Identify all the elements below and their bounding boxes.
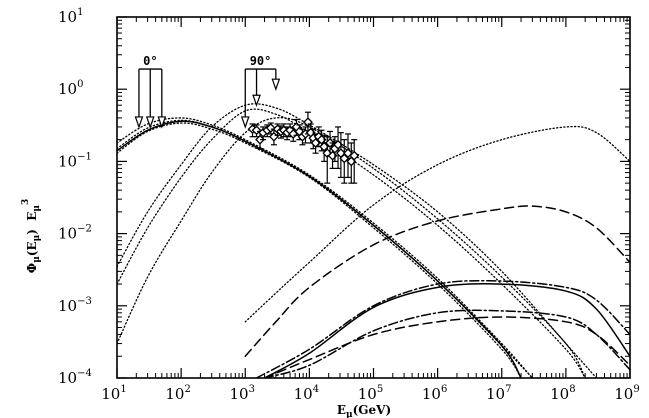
- series-line-dotted: [117, 103, 598, 378]
- y-tick-exp: −1: [77, 151, 92, 162]
- y-tick-label: 10−1: [58, 151, 92, 170]
- x-tick-base: 10: [550, 385, 569, 403]
- angle-annotations: 0° 90°: [134, 54, 281, 129]
- model-curves: [117, 103, 630, 378]
- x-tick-base: 10: [614, 385, 633, 403]
- y-tick-base: 10: [58, 152, 77, 170]
- y-axis-title-sub1: μ: [32, 256, 42, 263]
- y-tick-label: 101: [58, 7, 83, 26]
- plot-frame: [116, 16, 631, 379]
- y-tick-label: 10−3: [58, 296, 92, 315]
- annotation-arrowhead: [145, 116, 155, 129]
- x-tick-exp: 3: [249, 384, 255, 395]
- y-tick-exp: 0: [77, 79, 83, 90]
- x-tick-label: 101: [101, 384, 126, 403]
- x-tick-base: 10: [422, 385, 441, 403]
- x-tick-label: 104: [294, 384, 319, 403]
- y-tick-label: 10−4: [58, 368, 92, 387]
- x-tick-label: 109: [614, 384, 639, 403]
- x-tick-exp: 2: [184, 384, 190, 395]
- y-tick-base: 10: [58, 8, 77, 26]
- x-tick-exp: 9: [633, 384, 639, 395]
- series-line-dashdot: [255, 279, 630, 378]
- x-tick-exp: 5: [377, 384, 383, 395]
- x-tick-label: 107: [486, 384, 511, 403]
- y-axis-title-post: ) E: [25, 212, 39, 235]
- x-tick-base: 10: [486, 385, 505, 403]
- y-tick-base: 10: [58, 225, 77, 243]
- x-tick-exp: 8: [569, 384, 575, 395]
- x-tick-label: 103: [230, 384, 255, 403]
- y-axis-title-mid: (E: [25, 241, 39, 256]
- x-tick-base: 10: [294, 385, 313, 403]
- x-axis-title-main: E: [337, 403, 346, 417]
- y-axis-title-pre: Φ: [25, 263, 39, 273]
- x-axis-ticks: 101 102 103 104 105 106 107 108 109: [101, 17, 640, 403]
- annotation-arrowhead: [271, 78, 281, 92]
- annotation-arrowhead: [134, 116, 144, 129]
- x-tick-exp: 4: [313, 384, 319, 395]
- x-axis-title-sub: μ: [346, 410, 353, 418]
- annotation-label: 0°: [143, 54, 157, 68]
- annotation-arrowhead: [252, 94, 261, 108]
- x-tick-label: 102: [165, 384, 190, 403]
- data-point: [251, 125, 262, 136]
- y-axis-title-sub3: μ: [32, 205, 42, 212]
- series-line-dashed: [244, 205, 630, 358]
- data-point: [303, 117, 313, 128]
- y-tick-label: 10−2: [58, 224, 92, 243]
- y-tick-base: 10: [58, 80, 77, 98]
- data-point: [265, 123, 276, 133]
- x-tick-base: 10: [230, 385, 249, 403]
- annotation-arrowhead: [240, 116, 250, 129]
- y-tick-exp: −3: [77, 296, 92, 307]
- y-tick-base: 10: [58, 297, 77, 315]
- data-point: [349, 150, 360, 161]
- y-axis-title-sub2: μ: [32, 234, 42, 241]
- x-tick-base: 10: [101, 385, 120, 403]
- measurement-points: [247, 111, 360, 184]
- x-tick-exp: 1: [120, 384, 126, 395]
- y-tick-exp: −2: [77, 224, 92, 235]
- series-line-dotted: [117, 117, 533, 378]
- x-axis-title: Eμ(GeV): [337, 403, 391, 418]
- x-tick-base: 10: [165, 385, 184, 403]
- y-tick-exp: 1: [77, 7, 83, 18]
- x-tick-label: 105: [358, 384, 383, 403]
- data-point: [339, 153, 350, 164]
- x-tick-label: 108: [550, 384, 575, 403]
- x-tick-exp: 7: [505, 384, 511, 395]
- series-line-dashed: [263, 316, 630, 378]
- x-tick-label: 106: [422, 384, 447, 403]
- series-line-dashdot: [263, 309, 630, 378]
- y-tick-label: 100: [58, 79, 83, 98]
- y-axis-title-sup: 3: [21, 199, 31, 205]
- x-axis-title-tail: (GeV): [353, 403, 392, 417]
- series-line-dotted: [117, 122, 522, 378]
- annotation-arrowhead: [157, 116, 167, 129]
- annotation-label: 90°: [250, 54, 272, 68]
- series-line-solid: [117, 120, 522, 378]
- series-line-dotted: [244, 125, 630, 323]
- y-tick-base: 10: [58, 369, 77, 387]
- x-tick-exp: 6: [441, 384, 447, 395]
- y-tick-exp: −4: [77, 368, 92, 379]
- series-line-solid: [263, 283, 630, 378]
- x-tick-base: 10: [358, 385, 377, 403]
- y-axis-title: Φμ(Eμ) Eμ3: [21, 199, 42, 274]
